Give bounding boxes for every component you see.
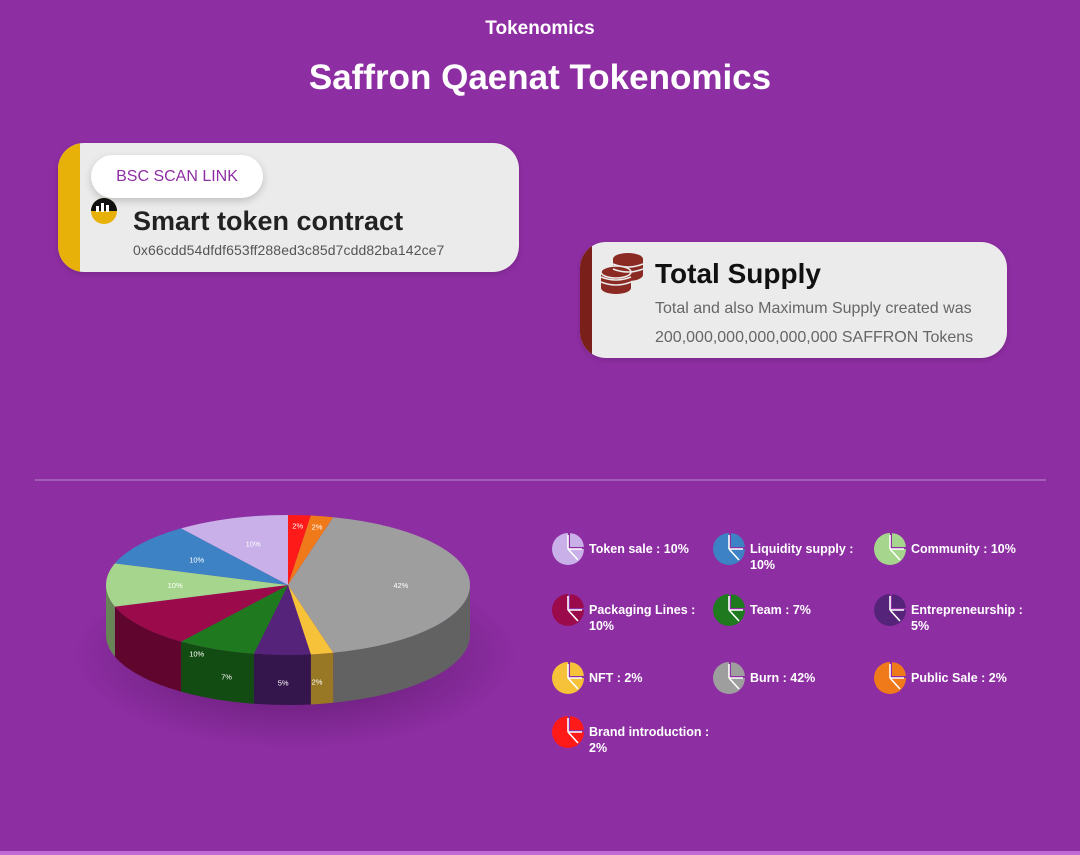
pie-chart-icon [713,662,745,694]
pie-slice-entrepreneurship [253,585,311,655]
supply-card [580,242,1007,358]
pie-slice-packaging-lines [114,585,288,642]
pie-chart-icon [713,594,745,626]
legend-item: Liquidity supply : 10% [712,532,875,573]
tokenomics-pie-chart: 2% 2% 42% 2% 5% 7% 10% 10% 10% 10% [70,515,520,750]
legend-item: Public Sale : 2% [873,661,1036,695]
legend-label: Community : 10% [911,542,1016,556]
section-divider [35,479,1046,481]
contract-address: 0x66cdd54dfdf653ff288ed3c85d7cdd82ba142c… [133,242,445,258]
bsc-scan-link-button[interactable]: BSC SCAN LINK [91,155,263,198]
pie-chart-icon [874,533,906,565]
pie-chart-icon [874,594,906,626]
pie-side-packaging-lines [114,606,182,692]
legend-item: Packaging Lines : 10% [551,593,714,634]
legend-item: Burn : 42% [712,661,875,695]
pie-slice-nft [288,585,334,655]
pie-data-label: 42% [393,581,408,590]
pie-data-label: 2% [292,522,303,531]
legend-item: Token sale : 10% [551,532,714,566]
section-eyebrow: Tokenomics [485,18,595,39]
supply-description-line2: 200,000,000,000,000,000 SAFFRON Tokens [655,329,974,346]
pie-slice-team [181,585,288,654]
supply-description-line1: Total and also Maximum Supply created wa… [655,300,972,317]
pie-slice-liquidity-supply [114,528,288,585]
pie-side-burn [333,585,470,703]
pie-chart-icon [552,716,584,748]
legend-label: Public Sale : 2% [911,671,1007,685]
pie-side-community [106,585,115,657]
pie-data-label: 2% [312,677,323,686]
legend-item: Team : 7% [712,593,875,627]
legend-label: Brand introduction : 2% [589,725,710,755]
coin-stack-icon [600,253,644,294]
contract-title: Smart token contract [133,206,404,236]
supply-title: Total Supply [655,258,821,289]
pie-slice-token-sale [181,515,288,585]
pie-slice-community [106,563,288,607]
legend-label: Team : 7% [750,603,811,617]
page-title: Saffron Qaenat Tokenomics [308,58,772,97]
pie-data-label: 10% [189,555,204,564]
pie-data-label: 2% [312,523,323,532]
supply-description: Total and also Maximum Supply created wa… [655,294,995,352]
pie-data-label: 5% [278,678,289,687]
coin-chart-icon [91,198,117,224]
pie-side-nft [310,652,334,705]
legend-label: NFT : 2% [589,671,643,685]
legend-item: Community : 10% [873,532,1036,566]
pie-chart-icon [552,662,584,694]
pie-slice-brand-introduction [288,515,311,585]
pie-chart-icon [874,662,906,694]
legend-item: Entrepreneurship : 5% [873,593,1036,634]
pie-data-label: 10% [246,540,261,549]
supply-card-accent [580,242,592,358]
pie-data-label: 10% [168,581,183,590]
legend-item: NFT : 2% [551,661,714,695]
legend-label: Entrepreneurship : 5% [911,603,1023,633]
legend-label: Burn : 42% [750,671,816,685]
contract-card-accent [58,143,80,272]
pie-chart-icon [552,533,584,565]
pie-slice-public-sale [288,515,334,585]
pie-data-label: 7% [221,673,232,682]
pie-side-entrepreneurship [253,653,311,705]
bottom-bar [0,851,1080,855]
pie-side-team [181,641,254,704]
pie-data-label: 10% [189,650,204,659]
pie-chart-icon [552,594,584,626]
pie-chart-icon [713,533,745,565]
legend-label: Packaging Lines : 10% [589,603,696,633]
legend-label: Token sale : 10% [589,542,689,556]
legend-item: Brand introduction : 2% [551,715,714,756]
legend-label: Liquidity supply : 10% [750,542,854,572]
pie-slice-burn [288,517,470,653]
